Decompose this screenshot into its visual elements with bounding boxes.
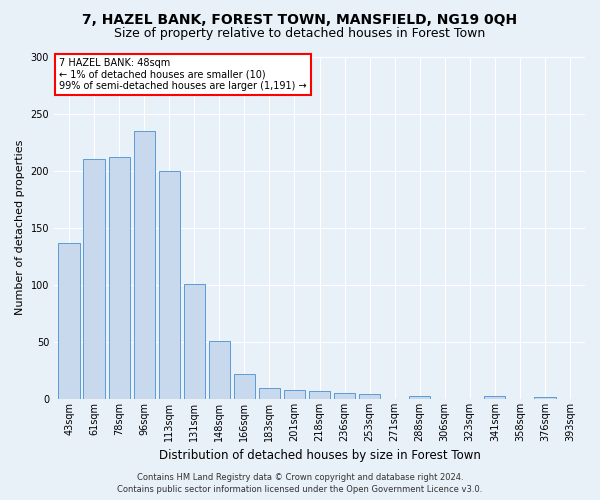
Bar xyxy=(484,396,505,399)
Bar xyxy=(359,394,380,399)
Bar xyxy=(184,284,205,399)
Bar xyxy=(158,170,180,399)
Bar xyxy=(309,391,330,399)
Text: Contains HM Land Registry data © Crown copyright and database right 2024.
Contai: Contains HM Land Registry data © Crown c… xyxy=(118,472,482,494)
X-axis label: Distribution of detached houses by size in Forest Town: Distribution of detached houses by size … xyxy=(158,450,481,462)
Text: 7, HAZEL BANK, FOREST TOWN, MANSFIELD, NG19 0QH: 7, HAZEL BANK, FOREST TOWN, MANSFIELD, N… xyxy=(82,12,518,26)
Bar xyxy=(284,390,305,399)
Y-axis label: Number of detached properties: Number of detached properties xyxy=(15,140,25,316)
Text: 7 HAZEL BANK: 48sqm
← 1% of detached houses are smaller (10)
99% of semi-detache: 7 HAZEL BANK: 48sqm ← 1% of detached hou… xyxy=(59,58,307,92)
Bar xyxy=(409,396,430,399)
Bar xyxy=(534,396,556,399)
Bar xyxy=(209,341,230,399)
Bar xyxy=(259,388,280,399)
Text: Size of property relative to detached houses in Forest Town: Size of property relative to detached ho… xyxy=(115,28,485,40)
Bar xyxy=(234,374,255,399)
Bar xyxy=(109,157,130,399)
Bar xyxy=(83,160,105,399)
Bar xyxy=(334,394,355,399)
Bar xyxy=(134,130,155,399)
Bar xyxy=(58,242,80,399)
